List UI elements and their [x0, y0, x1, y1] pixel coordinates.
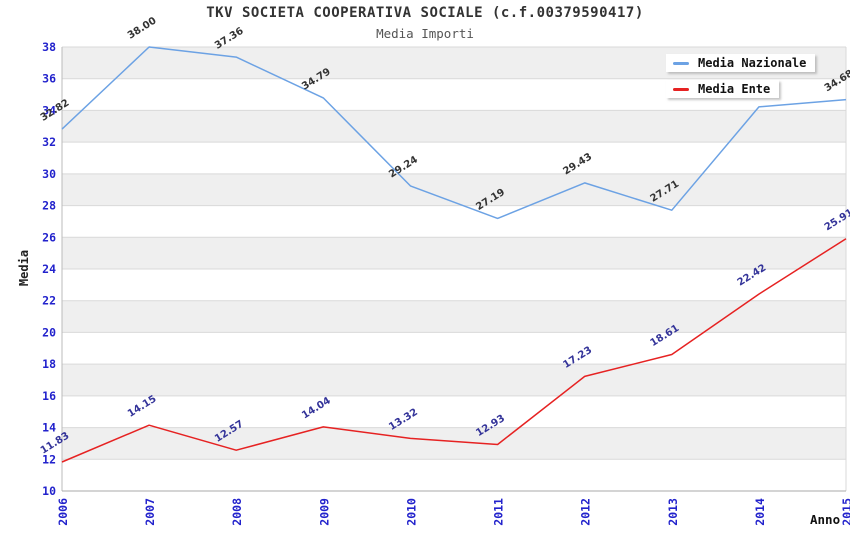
plot-band	[62, 142, 846, 174]
plot-band	[62, 300, 846, 333]
y-tick-label: 18	[42, 357, 56, 371]
x-tick-label: 2011	[492, 498, 506, 526]
x-tick-label: 2008	[230, 498, 244, 526]
y-tick-label: 16	[42, 389, 56, 403]
x-tick-label: 2007	[143, 498, 157, 526]
red-line-marker-icon	[673, 87, 689, 91]
y-tick-label: 20	[42, 325, 56, 339]
x-axis-title: Anno	[810, 512, 841, 527]
plot-band	[62, 110, 846, 143]
y-tick-label: 12	[42, 452, 56, 466]
x-tick-label: 2014	[753, 498, 767, 526]
y-tick-label: 22	[42, 294, 56, 308]
plot-band	[62, 269, 846, 301]
x-tick-label: 2013	[666, 498, 680, 526]
legend-item-media-nazionale: Media Nazionale	[666, 54, 816, 72]
legend-label: Media Ente	[698, 82, 771, 96]
y-tick-label: 36	[42, 72, 56, 86]
y-tick-label: 38	[42, 40, 56, 54]
y-tick-label: 14	[42, 421, 56, 435]
chart-subtitle: Media Importi	[376, 26, 474, 41]
plot-band	[62, 332, 846, 365]
chart-title: TKV SOCIETA COOPERATIVA SOCIALE (c.f.003…	[206, 5, 644, 21]
x-tick-label: 2012	[579, 498, 593, 526]
y-tick-label: 10	[42, 484, 56, 498]
x-tick-label: 2015	[840, 498, 850, 526]
y-tick-label: 24	[42, 262, 56, 276]
plot-band	[62, 395, 846, 428]
legend-label: Media Nazionale	[698, 56, 807, 70]
series-line-media-ente	[61, 238, 847, 463]
y-tick-label: 28	[42, 199, 56, 213]
y-tick-label: 26	[42, 230, 56, 244]
plot-band	[62, 205, 846, 238]
legend-item-media-ente: Media Ente	[666, 80, 780, 98]
plot-band	[62, 173, 846, 206]
blue-line-marker-icon	[673, 61, 689, 65]
plot-band	[62, 237, 846, 269]
x-tick-label: 2006	[56, 498, 70, 526]
x-tick-label: 2009	[317, 498, 331, 526]
y-tick-label: 30	[42, 167, 56, 181]
x-tick-label: 2010	[404, 498, 418, 526]
y-tick-label: 34	[42, 103, 56, 117]
y-tick-label: 32	[42, 135, 56, 149]
series-line-media-nazionale	[61, 46, 847, 220]
y-axis-title: Media	[17, 249, 32, 287]
plot-band	[62, 459, 846, 491]
plot-band	[62, 364, 846, 396]
plot-band	[62, 427, 846, 460]
